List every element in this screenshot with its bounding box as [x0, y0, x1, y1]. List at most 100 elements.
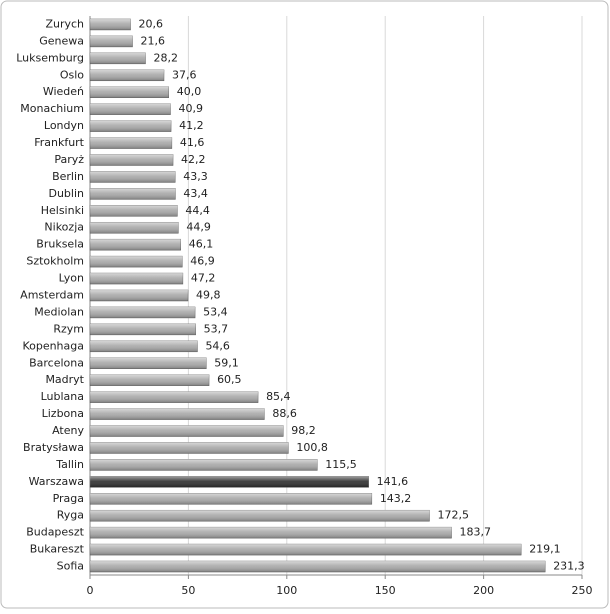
value-label: 46,1: [189, 238, 214, 251]
y-tick-label: Oslo: [60, 68, 84, 81]
value-label: 141,6: [377, 475, 409, 488]
x-tick-label: 150: [375, 584, 396, 597]
value-label: 46,9: [190, 255, 215, 268]
bar-shine: [90, 442, 289, 454]
y-tick-label: Helsinki: [41, 204, 84, 217]
value-label: 28,2: [153, 51, 178, 64]
y-tick-label: Sztokholm: [26, 255, 84, 268]
value-label: 43,3: [183, 170, 208, 183]
y-tick-label: Lizbona: [42, 407, 84, 420]
bar-shine: [90, 154, 174, 166]
x-tick-label: 200: [473, 584, 494, 597]
bar-shine: [90, 290, 189, 301]
value-label: 42,2: [181, 153, 206, 166]
bar-shine: [90, 35, 133, 47]
y-tick-label: Sofia: [57, 560, 84, 573]
bar-shine: [90, 120, 172, 132]
bar-shine: [90, 425, 284, 437]
y-tick-label: Bratysława: [23, 441, 84, 454]
bar-shine: [90, 544, 522, 556]
value-label: 41,6: [180, 136, 205, 149]
value-label: 44,4: [185, 204, 210, 217]
y-tick-label: Madryt: [45, 373, 84, 386]
y-tick-label: Nikozja: [44, 221, 84, 234]
y-tick-label: Frankfurt: [34, 136, 84, 149]
bar-shine: [90, 256, 183, 268]
bar-shine: [90, 357, 207, 369]
y-tick-label: Zurych: [45, 17, 84, 30]
value-label: 54,6: [205, 339, 230, 352]
bar-shine: [90, 205, 178, 217]
y-tick-label: Kopenhaga: [22, 339, 84, 352]
value-label: 183,7: [460, 526, 492, 539]
value-label: 219,1: [529, 543, 561, 556]
value-label: 53,7: [204, 322, 229, 335]
x-tick-label: 250: [572, 584, 593, 597]
y-tick-label: Dublin: [48, 187, 84, 200]
value-label: 100,8: [296, 441, 328, 454]
bar-shine: [90, 137, 172, 149]
y-tick-label: Rzym: [53, 322, 84, 335]
y-tick-label: Amsterdam: [20, 289, 84, 302]
value-label: 47,2: [191, 272, 216, 285]
bar-shine: [90, 459, 318, 471]
y-tick-label: Mediolan: [34, 305, 84, 318]
bar-shine: [90, 306, 196, 318]
value-label: 85,4: [266, 390, 291, 403]
y-tick-label: Warszawa: [29, 475, 84, 488]
value-label: 88,6: [272, 407, 297, 420]
bar-shine: [90, 52, 146, 64]
x-tick-label: 0: [87, 584, 94, 597]
bar-shine: [90, 493, 372, 505]
y-tick-label: Wiedeń: [43, 85, 84, 98]
y-tick-label: Barcelona: [29, 356, 84, 369]
bar-shine: [90, 374, 210, 386]
value-label: 41,2: [179, 119, 204, 132]
value-label: 115,5: [325, 458, 357, 471]
bar-shine: [90, 527, 452, 539]
bar-shine: [90, 188, 176, 200]
x-tick-label: 100: [276, 584, 297, 597]
bar-shine: [90, 86, 169, 98]
value-label: 20,6: [139, 17, 164, 30]
bar-shine: [90, 561, 546, 573]
value-label: 60,5: [217, 373, 242, 386]
y-tick-label: Praga: [53, 492, 84, 505]
y-tick-label: Ateny: [52, 424, 84, 437]
value-label: 40,9: [178, 102, 203, 115]
y-tick-label: Londyn: [44, 119, 84, 132]
value-label: 40,0: [177, 85, 202, 98]
value-label: 53,4: [203, 305, 228, 318]
value-label: 44,9: [186, 221, 211, 234]
y-tick-label: Bukareszt: [30, 543, 85, 556]
y-tick-label: Ryga: [57, 509, 84, 522]
x-tick-label: 50: [181, 584, 195, 597]
y-tick-label: Lyon: [59, 272, 84, 285]
value-label: 49,8: [196, 289, 221, 302]
bar-shine: [90, 222, 179, 234]
y-tick-label: Tallin: [55, 458, 84, 471]
value-label: 21,6: [141, 34, 166, 47]
value-label: 172,5: [437, 509, 469, 522]
bar-shine: [90, 391, 259, 403]
bar-shine: [90, 103, 171, 115]
bar-shine: [90, 323, 196, 335]
value-label: 37,6: [172, 68, 197, 81]
y-tick-label: Budapeszt: [26, 526, 84, 539]
bar-shine: [90, 69, 164, 81]
value-label: 59,1: [214, 356, 239, 369]
y-tick-label: Genewa: [39, 34, 84, 47]
value-label: 43,4: [183, 187, 208, 200]
bar-shine: [90, 510, 430, 522]
y-tick-label: Bruksela: [36, 238, 84, 251]
bar-shine: [90, 273, 183, 285]
bar-shine: [90, 171, 176, 183]
y-tick-label: Berlin: [52, 170, 84, 183]
y-tick-label: Paryż: [54, 153, 84, 166]
y-tick-label: Luksemburg: [16, 51, 84, 64]
y-tick-label: Lublana: [41, 390, 84, 403]
bar-shine: [90, 18, 131, 30]
value-label: 231,3: [553, 560, 585, 573]
